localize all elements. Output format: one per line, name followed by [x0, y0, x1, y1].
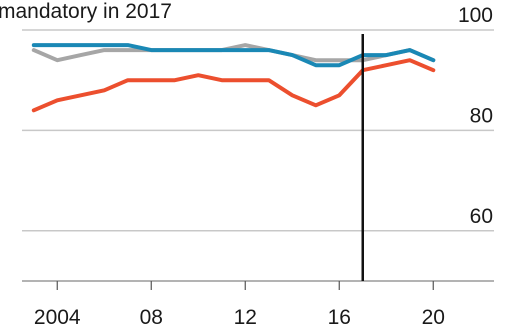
y-tick-label-60: 60: [470, 205, 493, 228]
y-tick-label-100: 100: [458, 4, 493, 27]
x-tick-label-2016: 16: [328, 306, 351, 328]
x-tick-labels: 2004 08 12 16 20: [34, 281, 445, 328]
chart-title: mandatory in 2017: [0, 0, 172, 23]
x-tick-label-2004: 2004: [34, 306, 81, 328]
grid-lines: [22, 29, 494, 282]
y-tick-labels: 60 80 100: [458, 4, 493, 228]
series-line-1: [31, 43, 436, 63]
x-tick-label-2008: 08: [140, 306, 163, 328]
x-tick-label-2012: 12: [234, 306, 257, 328]
series-layer: [31, 43, 436, 113]
x-tick-label-2020: 20: [422, 306, 445, 328]
series-line-3: [31, 58, 436, 113]
y-tick-label-80: 80: [470, 104, 493, 127]
series-line-2: [31, 43, 436, 68]
